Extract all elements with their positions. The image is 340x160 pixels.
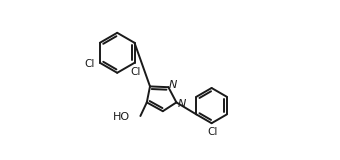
Text: Cl: Cl xyxy=(130,67,140,77)
Text: HO: HO xyxy=(113,112,130,122)
Text: N: N xyxy=(169,80,177,90)
Text: N: N xyxy=(178,99,186,109)
Text: Cl: Cl xyxy=(207,127,218,137)
Text: Cl: Cl xyxy=(85,59,95,69)
